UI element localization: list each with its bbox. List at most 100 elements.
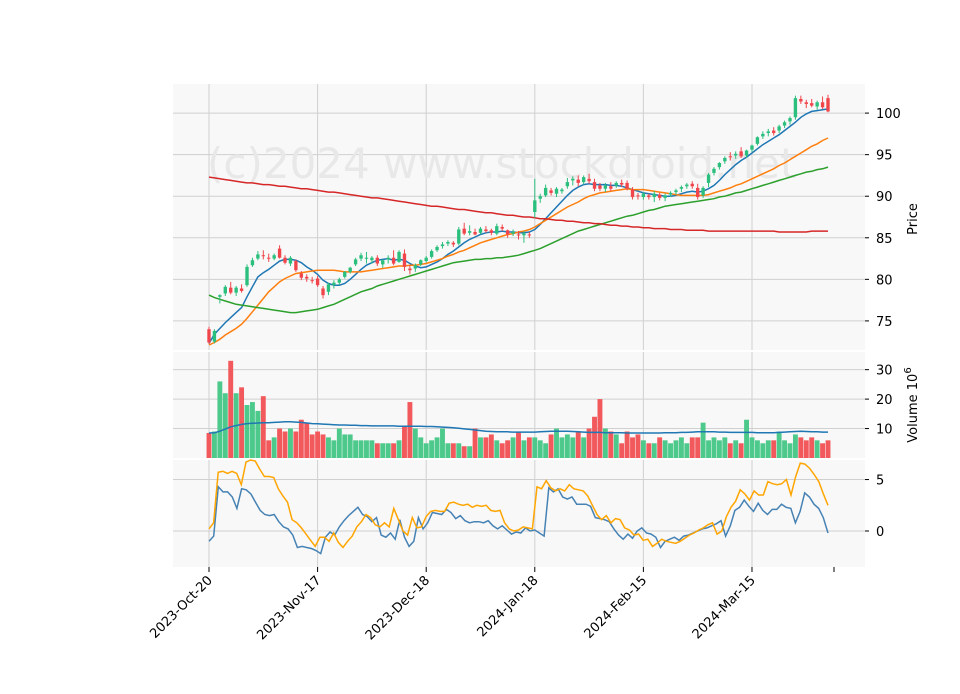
candle-body	[457, 229, 461, 244]
volume-bar	[320, 434, 326, 458]
volume-bar	[407, 402, 413, 458]
volume-bar	[244, 405, 250, 458]
volume-bar	[472, 428, 478, 458]
volume-average-line	[208, 421, 828, 434]
volume-bar	[727, 443, 733, 458]
volume-tick-label: 20	[876, 393, 893, 408]
candle-body	[397, 251, 401, 262]
volume-bar	[222, 393, 228, 458]
volume-bar	[640, 440, 646, 458]
candle-body	[261, 255, 265, 257]
candle-body	[218, 295, 222, 297]
volume-bar	[217, 381, 223, 458]
volume-bar	[592, 416, 597, 458]
volume-bar	[749, 437, 755, 458]
volume-bar	[483, 437, 489, 458]
candle-body	[478, 228, 483, 233]
volume-bar	[521, 440, 527, 458]
volume-bar	[651, 443, 657, 458]
price-tick-label: 90	[876, 190, 893, 205]
volume-bar	[450, 443, 456, 458]
candle-body	[614, 182, 618, 186]
candle-body	[734, 153, 738, 156]
candle-body	[446, 241, 450, 244]
moving-average-line	[208, 176, 828, 233]
volume-bar	[668, 443, 673, 458]
price-tick-label: 95	[876, 149, 893, 164]
volume-bar	[695, 437, 701, 458]
volume-bar	[782, 440, 788, 458]
candle-body	[495, 226, 499, 234]
volume-bar	[684, 443, 690, 458]
candle-body	[717, 162, 722, 168]
candle-body	[679, 187, 684, 189]
candle-body	[657, 194, 662, 198]
candle-body	[310, 280, 314, 282]
candle-body	[500, 226, 504, 229]
volume-bar	[434, 437, 440, 458]
volume-bar	[706, 440, 711, 458]
volume-bar	[228, 360, 234, 458]
x-tick-label: 2024-Mar-15	[690, 573, 759, 642]
volume-bar	[787, 443, 793, 458]
candle-body	[560, 189, 564, 192]
volume-bar	[733, 440, 739, 458]
candle-body	[641, 193, 646, 198]
volume-bar	[494, 440, 500, 458]
price-tick-label: 80	[876, 273, 893, 288]
volume-bar	[722, 437, 728, 458]
volume-bar	[820, 443, 826, 458]
volume-bar	[309, 434, 315, 458]
candle-body	[701, 187, 705, 196]
candle-body	[419, 260, 423, 265]
candle-body	[402, 253, 407, 267]
volume-bar	[282, 431, 288, 458]
volume-bar	[364, 440, 369, 458]
volume-bar	[429, 440, 435, 458]
x-tick-label: 2023-Dec-18	[363, 573, 433, 643]
volume-bar	[516, 431, 521, 458]
candle-body	[391, 257, 396, 264]
x-tick-label: 2023-Nov-17	[254, 573, 324, 643]
volume-bar	[461, 446, 467, 458]
candle-body	[451, 242, 456, 245]
candle-body	[652, 193, 656, 198]
x-tick-label: 2024-Jan-18	[475, 573, 542, 640]
candle-body	[386, 257, 390, 260]
volume-bar	[608, 431, 614, 458]
candle-body	[375, 257, 380, 264]
candle-body	[739, 151, 743, 157]
volume-bar	[331, 440, 337, 458]
candle-body	[359, 255, 363, 259]
candle-body	[489, 230, 494, 233]
chart-marks	[206, 94, 831, 555]
volume-bar	[597, 399, 603, 458]
candle-body	[440, 244, 445, 247]
volume-bar	[754, 440, 760, 458]
volume-bar	[613, 434, 619, 458]
candle-body	[267, 257, 271, 259]
price-tick-label: 100	[876, 107, 901, 122]
volume-bar	[499, 443, 505, 458]
volume-bar	[765, 440, 771, 458]
macd-line	[208, 485, 829, 555]
candle-body	[571, 178, 575, 181]
candle-body	[625, 182, 629, 189]
volume-bar	[564, 434, 570, 458]
volume-bar	[581, 437, 587, 458]
price-axis-label: Price	[906, 203, 921, 235]
volume-bar	[543, 443, 549, 458]
price-tick-label: 85	[876, 232, 893, 247]
volume-bar	[570, 437, 576, 458]
volume-bar	[505, 440, 511, 458]
volume-bar	[293, 431, 299, 458]
candle-body	[256, 254, 260, 259]
candle-body	[381, 260, 385, 265]
candle-body	[272, 255, 276, 259]
candle-body	[690, 183, 694, 187]
candle-body	[804, 102, 808, 104]
candle-body	[793, 98, 798, 118]
volume-bar	[336, 428, 342, 458]
volume-bar	[657, 437, 663, 458]
candle-body	[353, 259, 358, 265]
